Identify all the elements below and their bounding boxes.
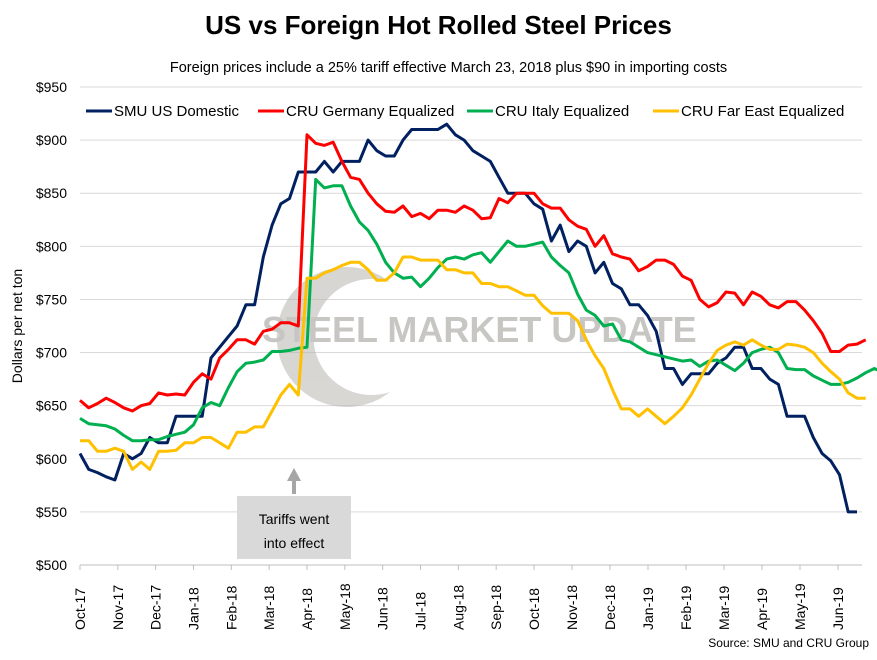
legend-label: CRU Germany Equalized bbox=[286, 103, 454, 120]
x-tick-label: Jan-19 bbox=[640, 587, 656, 630]
annotation-line1: Tariffs went bbox=[259, 511, 330, 527]
y-tick-label: $550 bbox=[36, 504, 67, 520]
y-tick-label: $950 bbox=[36, 79, 67, 95]
annotation-line2: into effect bbox=[264, 535, 325, 551]
x-tick-label: Oct-17 bbox=[72, 588, 88, 630]
x-tick-label: Jul-18 bbox=[413, 592, 429, 630]
x-tick-label: Jun-19 bbox=[830, 587, 846, 630]
y-tick-label: $900 bbox=[36, 132, 67, 148]
legend-label: SMU US Domestic bbox=[114, 103, 240, 120]
annotation-box bbox=[237, 496, 351, 559]
x-tick-label: Dec-18 bbox=[602, 585, 618, 630]
x-tick-label: Nov-18 bbox=[564, 585, 580, 630]
legend-label: CRU Italy Equalized bbox=[495, 103, 629, 120]
y-axis-label: Dollars per net ton bbox=[9, 269, 25, 383]
x-tick-label: Jun-18 bbox=[375, 587, 391, 630]
x-tick-label: Feb-19 bbox=[678, 585, 694, 630]
x-tick-label: Mar-19 bbox=[716, 585, 732, 630]
annotation-arrow-head bbox=[287, 468, 301, 481]
series-line-smu-us-domestic bbox=[78, 122, 857, 514]
series-line-cru-italy-equalized bbox=[79, 177, 877, 443]
tariff-annotation: Tariffs went into effect bbox=[237, 468, 351, 559]
y-tick-label: $600 bbox=[36, 451, 67, 467]
x-tick-label: Apr-18 bbox=[299, 588, 315, 630]
chart-subtitle: Foreign prices include a 25% tariff effe… bbox=[169, 60, 728, 76]
x-tick-label: Dec-17 bbox=[148, 585, 164, 630]
x-tick-label: Mar-18 bbox=[261, 585, 277, 630]
legend: SMU US Domestic CRU Germany Equalized CRU … bbox=[86, 103, 844, 120]
y-tick-label: $700 bbox=[36, 345, 67, 361]
source-note: Source: SMU and CRU Group bbox=[708, 636, 869, 650]
y-tick-label: $650 bbox=[36, 398, 67, 414]
x-tick-label: Nov-17 bbox=[110, 585, 126, 630]
series-line-cru-germany-equalized bbox=[79, 133, 867, 413]
legend-label: CRU Far East Equalized bbox=[681, 103, 844, 120]
y-tick-label: $850 bbox=[36, 185, 67, 201]
y-tick-label: $500 bbox=[36, 557, 67, 573]
y-axis-ticks: $500 $550 $600 $650 $700 $750 $800 $850 $900 $950 bbox=[36, 79, 67, 573]
series-line-cru-far-east-equalized bbox=[80, 255, 866, 471]
x-tick-label: Aug-18 bbox=[450, 585, 466, 630]
series-lines bbox=[78, 122, 877, 514]
x-tick-label: Apr-19 bbox=[754, 588, 770, 630]
x-tick-label: Oct-18 bbox=[526, 588, 542, 630]
x-tick-label: Jan-18 bbox=[186, 587, 202, 630]
watermark-text: STEEL MARKET UPDATE bbox=[262, 309, 697, 350]
gridlines bbox=[80, 86, 862, 566]
y-tick-label: $800 bbox=[36, 238, 67, 254]
x-tick-label: Feb-18 bbox=[223, 585, 239, 630]
x-tick-label: Sep-18 bbox=[488, 585, 504, 630]
x-tick-label: May-18 bbox=[337, 583, 353, 630]
watermark-logo: STEEL MARKET UPDATE bbox=[262, 266, 697, 408]
x-tick-label: May-19 bbox=[792, 583, 808, 630]
chart-title: US vs Foreign Hot Rolled Steel Prices bbox=[205, 10, 672, 40]
x-axis-ticks: Oct-17 Nov-17 Dec-17 Jan-18 Feb-18 Mar-18 Apr-… bbox=[72, 565, 846, 630]
y-tick-label: $750 bbox=[36, 291, 67, 307]
